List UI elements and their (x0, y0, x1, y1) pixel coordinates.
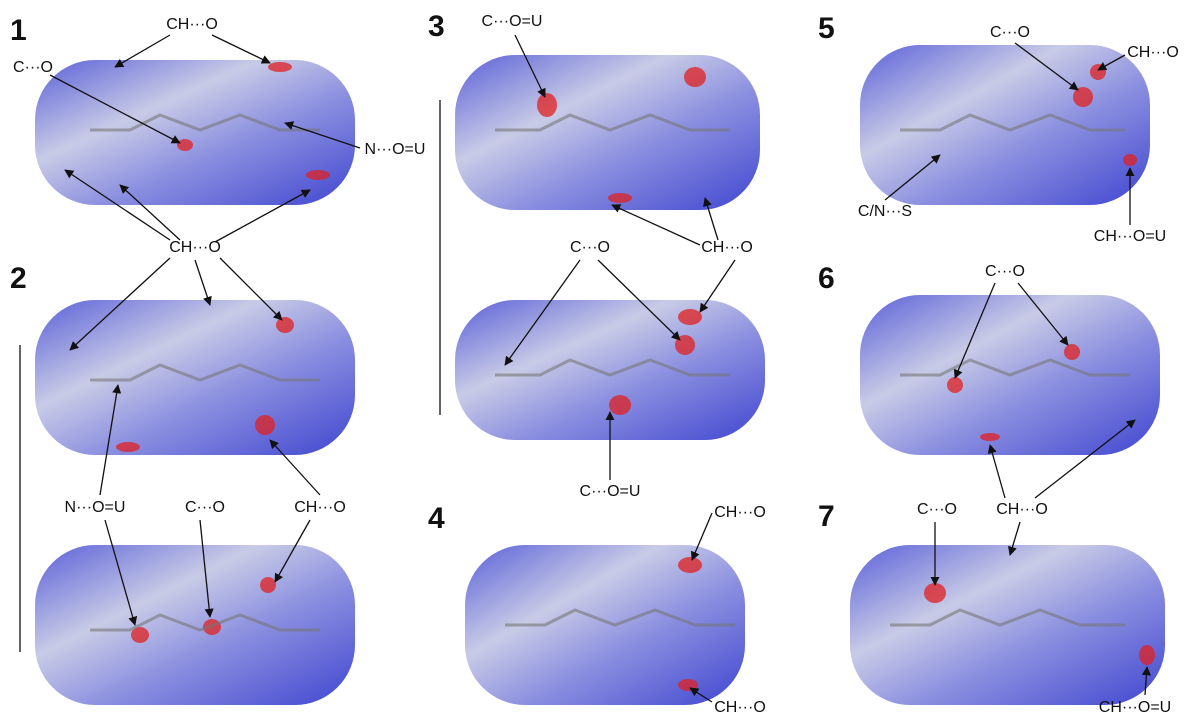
label: CH···O (1127, 44, 1179, 61)
label: CH···O (701, 239, 753, 256)
label: CH···O (169, 239, 221, 256)
label: C···O=U (482, 13, 543, 30)
label: CH···O (166, 16, 218, 33)
surfaces (35, 45, 1165, 705)
panel-number: 7 (818, 500, 835, 533)
label: CH···O=U (1094, 228, 1166, 245)
label: C···O (990, 24, 1030, 41)
figure: 1 2 3 4 5 6 7 CH···O C···O N···O=U CH···… (0, 0, 1185, 718)
label: C···O (985, 263, 1025, 280)
label: C···O=U (580, 483, 641, 500)
surface (860, 45, 1150, 205)
panel-number: 2 (10, 262, 27, 295)
panel-number: 5 (818, 12, 835, 45)
panel-number: 4 (428, 502, 445, 535)
label: CH···O (714, 504, 766, 521)
label: CH···O (294, 499, 346, 516)
label: N···O=U (65, 499, 126, 516)
label: CH···O (714, 699, 766, 716)
label: C/N···S (858, 203, 912, 220)
label: C···O (917, 501, 957, 518)
label: C···O (570, 239, 610, 256)
label: C···O (185, 499, 225, 516)
label: C···O (13, 59, 53, 76)
panel-number: 3 (428, 10, 445, 43)
label: CH···O (996, 501, 1048, 518)
label: N···O=U (365, 141, 426, 158)
surface (35, 545, 355, 705)
surface (35, 60, 355, 205)
surface (455, 55, 760, 210)
panel-number: 1 (10, 14, 27, 47)
panel-number: 6 (818, 262, 835, 295)
label: CH···O=U (1099, 699, 1171, 716)
